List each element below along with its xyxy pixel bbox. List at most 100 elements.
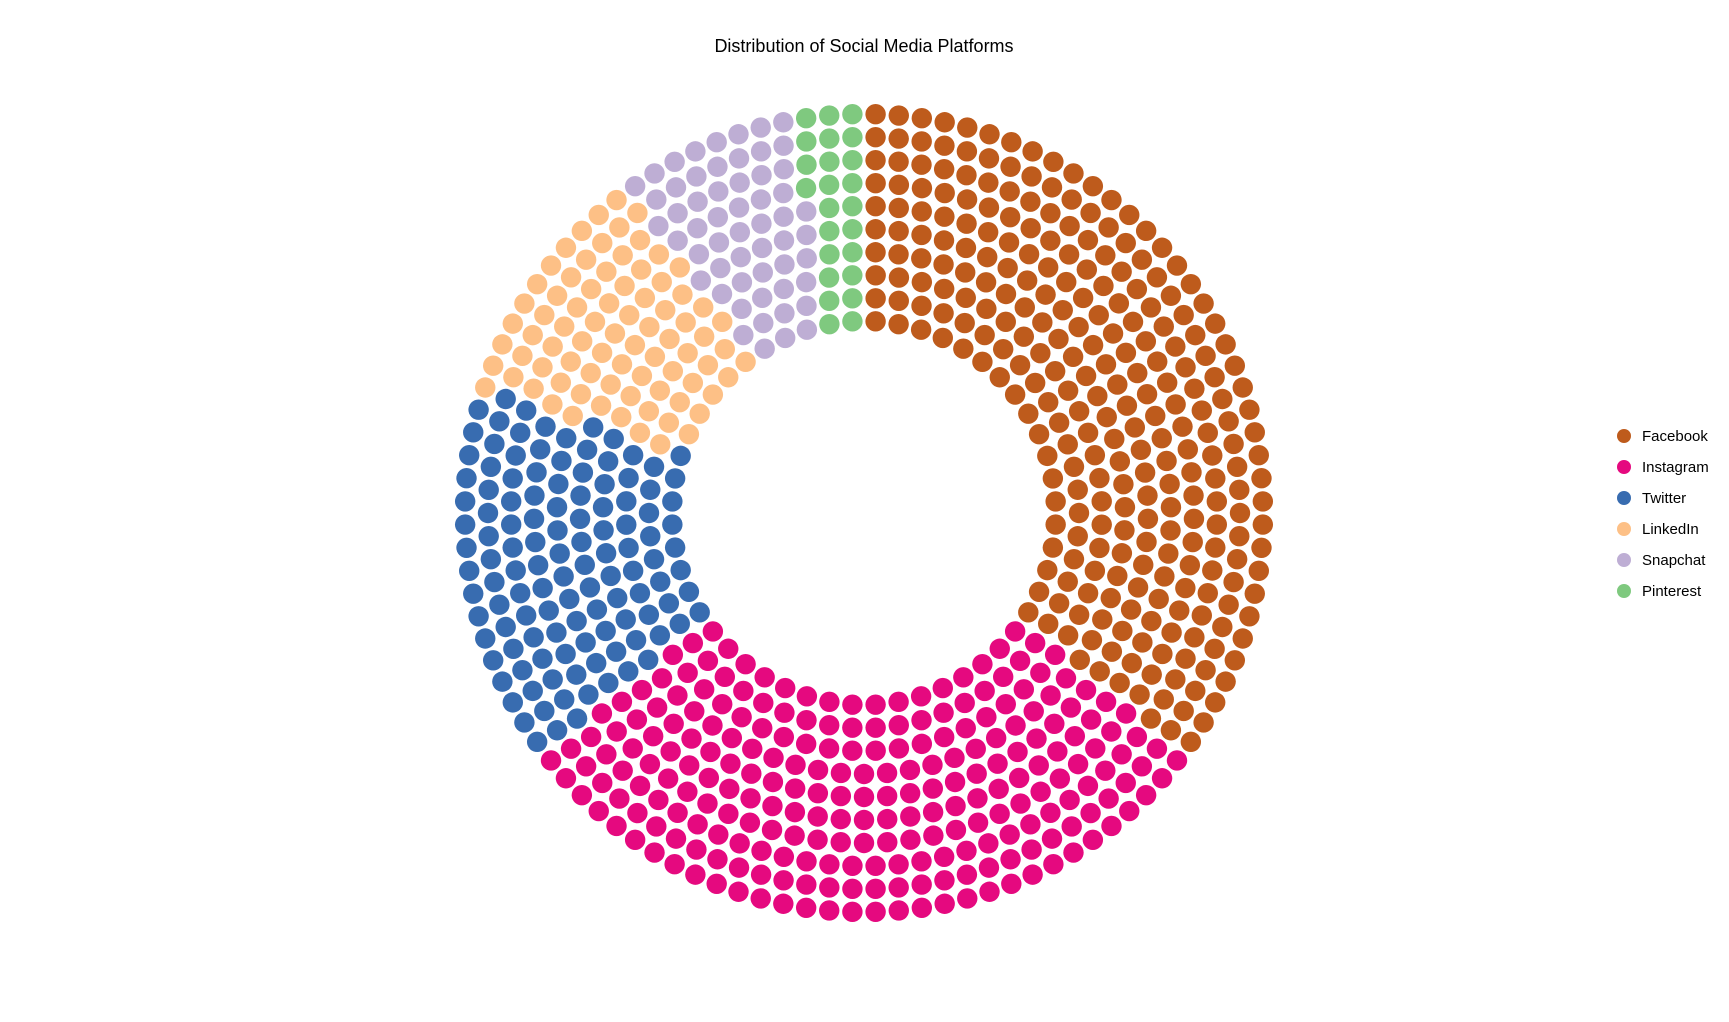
dot-instagram (751, 840, 772, 861)
dot-facebook (1160, 520, 1181, 541)
dot-linkedin (631, 365, 653, 387)
dot-facebook (1158, 543, 1179, 564)
dot-instagram (591, 703, 613, 724)
dot-snapchat (796, 224, 817, 246)
dot-instagram (1040, 685, 1061, 706)
dot-instagram (592, 772, 613, 794)
dot-facebook (1077, 229, 1099, 251)
dot-snapchat (750, 141, 772, 162)
dot-instagram (1022, 864, 1043, 885)
dot-twitter (478, 479, 499, 501)
dot-facebook (1052, 299, 1073, 321)
dot-twitter (593, 520, 614, 541)
dot-twitter (640, 479, 661, 500)
dot-instagram (622, 738, 643, 759)
dot-linkedin (503, 366, 524, 388)
dot-facebook (933, 159, 955, 180)
dot-instagram (697, 650, 719, 672)
dot-facebook (1135, 220, 1157, 242)
dot-facebook (1172, 416, 1193, 437)
dot-twitter (484, 433, 505, 455)
dot-facebook (1180, 273, 1202, 295)
dot-facebook (933, 303, 954, 324)
dot-twitter (530, 439, 551, 460)
dot-facebook (1223, 433, 1244, 455)
dot-twitter (549, 543, 570, 564)
dot-facebook (1095, 245, 1116, 266)
dot-linkedin (502, 313, 523, 334)
dot-facebook (1018, 602, 1039, 623)
dot-facebook (865, 288, 886, 309)
dot-twitter (582, 417, 604, 438)
dot-twitter (618, 537, 639, 559)
dot-facebook (1080, 202, 1101, 224)
dot-instagram (1146, 738, 1168, 759)
dot-instagram (606, 815, 627, 837)
dot-facebook (1206, 514, 1228, 535)
dot-linkedin (600, 374, 621, 395)
dot-facebook (999, 181, 1020, 202)
dot-linkedin (604, 323, 626, 344)
dot-facebook (1114, 497, 1136, 518)
dot-snapchat (773, 135, 794, 156)
dot-facebook (1013, 326, 1035, 347)
dot-facebook (1185, 324, 1206, 346)
dot-instagram (877, 808, 898, 830)
dot-facebook (933, 254, 954, 275)
dot-facebook (956, 189, 978, 210)
dot-twitter (555, 643, 576, 665)
dot-instagram (1026, 728, 1047, 749)
dot-instagram (660, 741, 681, 762)
dot-instagram (911, 897, 933, 918)
dot-instagram (1008, 767, 1030, 789)
dot-twitter (523, 508, 545, 530)
dot-instagram (842, 901, 863, 923)
dot-twitter (638, 649, 659, 670)
dot-instagram (752, 717, 773, 739)
dot-instagram (773, 726, 795, 748)
dot-facebook (865, 103, 886, 125)
dot-facebook (1205, 692, 1226, 713)
legend-marker-snapchat (1617, 553, 1631, 567)
dot-facebook (934, 112, 955, 133)
dot-twitter (456, 537, 477, 558)
dot-snapchat (644, 163, 665, 184)
dot-instagram (922, 801, 944, 823)
dot-facebook (1166, 255, 1188, 276)
dot-twitter (512, 659, 533, 681)
dot-twitter (575, 632, 596, 653)
dot-facebook (955, 262, 976, 283)
dot-snapchat (710, 257, 731, 279)
dot-pinterest (842, 288, 863, 309)
dot-instagram (761, 819, 783, 841)
dot-facebook (1004, 384, 1026, 405)
dot-facebook (1040, 203, 1061, 224)
dot-facebook (1032, 312, 1053, 333)
dot-twitter (566, 610, 587, 632)
dot-twitter (662, 514, 683, 535)
dot-facebook (1037, 559, 1058, 581)
dot-linkedin (714, 338, 736, 360)
dot-twitter (598, 672, 619, 694)
dot-twitter (600, 565, 621, 587)
dot-linkedin (492, 334, 513, 355)
dot-linkedin (655, 299, 676, 321)
dot-facebook (1156, 450, 1177, 472)
dot-instagram (992, 666, 1014, 688)
dot-facebook (1063, 456, 1085, 477)
dot-facebook (972, 351, 993, 373)
dot-instagram (681, 728, 702, 749)
dot-facebook (1226, 456, 1248, 477)
dot-snapchat (667, 230, 688, 251)
dot-facebook (1081, 629, 1103, 651)
dot-twitter (595, 543, 617, 564)
dot-snapchat (752, 287, 773, 309)
dot-linkedin (659, 328, 680, 350)
dot-linkedin (629, 229, 651, 251)
dot-facebook (865, 265, 886, 286)
dot-facebook (1251, 468, 1272, 489)
dot-instagram (762, 771, 784, 793)
dot-instagram (785, 754, 806, 776)
dot-instagram (1101, 721, 1122, 742)
dot-facebook (1147, 351, 1168, 372)
